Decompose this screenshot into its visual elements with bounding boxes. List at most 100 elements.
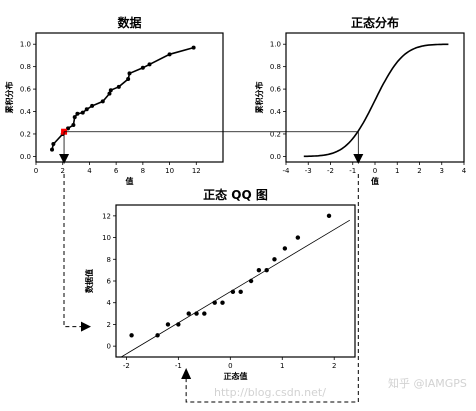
data-point: [126, 76, 131, 81]
data-point: [50, 147, 55, 152]
y-tick-label: 0.4: [20, 108, 32, 116]
x-tick-label: 4: [462, 167, 467, 175]
y-tick-label: 1.0: [270, 41, 281, 49]
cdf-curve: [303, 43, 449, 158]
x-tick-label: -3: [305, 167, 312, 175]
y-tick-label: 0.2: [20, 130, 31, 138]
data-point: [116, 84, 121, 89]
x-tick-label: -1: [175, 362, 182, 370]
connector-dashed-data: [63, 174, 81, 328]
x-tick-label: -4: [283, 167, 291, 175]
x-tick-label: -1: [349, 167, 356, 175]
x-tick-label: 10: [165, 167, 174, 175]
arrow-down-data: [59, 154, 70, 164]
data-point: [75, 111, 80, 116]
y-tick-label: 10: [102, 234, 111, 242]
y-tick-label: 0.0: [270, 153, 281, 161]
qq-point: [248, 278, 254, 284]
data-point: [147, 62, 152, 67]
arrow-down-normal: [353, 154, 364, 164]
qq-point: [194, 311, 199, 316]
x-tick-label: 2: [60, 167, 64, 175]
x-tick-label: 6: [114, 167, 119, 175]
y-tick-label: 0: [107, 343, 111, 351]
qq-point: [282, 246, 288, 251]
data-point: [84, 107, 89, 112]
y-tick-label: 2: [107, 321, 111, 329]
data-point: [107, 91, 112, 96]
qq-point: [272, 257, 277, 262]
data-point: [167, 52, 172, 57]
data-point: [80, 110, 85, 115]
data-point: [108, 88, 113, 93]
watermark: 知乎 @IAMGPS: [388, 376, 467, 390]
connector-arrows: [59, 131, 364, 403]
plot-frame: [285, 32, 465, 163]
qq-point: [264, 267, 269, 273]
y-axis-label: 数据值: [84, 269, 94, 293]
data-point: [90, 103, 95, 108]
plot-frame: [35, 32, 224, 163]
x-tick-label: 0: [373, 167, 377, 175]
x-axis-label: 正态值: [224, 371, 248, 381]
x-tick-label: 4: [87, 167, 92, 175]
data-point: [127, 71, 132, 76]
qq-point: [165, 322, 171, 327]
y-tick-label: 0.8: [270, 63, 281, 71]
qq-point: [186, 311, 191, 316]
watermarks: http://blog.csdn.net/知乎 @IAMGPS: [214, 376, 467, 399]
qq-point: [202, 311, 207, 316]
qq-point: [326, 213, 332, 219]
x-tick-label: 1: [280, 362, 284, 370]
arrow-up-qq: [181, 368, 192, 379]
chart-title: 正态 QQ 图: [203, 187, 268, 202]
y-tick-label: 0.2: [270, 130, 281, 138]
y-tick-label: 0.4: [270, 108, 282, 116]
y-tick-label: 0.0: [20, 153, 31, 161]
qq-point: [212, 300, 217, 305]
qq-point: [256, 267, 262, 273]
y-tick-label: 0.8: [20, 63, 31, 71]
data-point: [100, 99, 105, 104]
x-axis-label: 值: [126, 176, 134, 186]
chart-title: 数据: [117, 15, 141, 30]
qq-point: [295, 235, 301, 240]
y-tick-label: 8: [107, 256, 111, 264]
y-tick-label: 0.6: [270, 86, 282, 94]
x-tick-label: 8: [141, 167, 145, 175]
series-line: [51, 46, 194, 150]
qq-point: [155, 333, 160, 338]
chart-title: 正态分布: [351, 15, 399, 30]
x-tick-label: -2: [327, 167, 334, 175]
y-tick-label: 4: [107, 299, 112, 307]
x-tick-label: 12: [192, 167, 201, 175]
y-tick-label: 1.0: [20, 41, 31, 49]
y-tick-label: 6: [107, 278, 112, 286]
x-tick-label: -2: [123, 362, 130, 370]
data-point: [140, 65, 145, 70]
data-cdf-chart: 0 2 4 6 8 10 12 0.0 0.2 0.4 0.6 0.8 1.0 数据值 累积分布: [4, 15, 224, 186]
x-tick-label: 3: [440, 167, 444, 175]
data-point: [191, 45, 196, 50]
qq-point: [230, 289, 236, 295]
plot-frame: [115, 204, 356, 358]
x-tick-label: 0: [228, 362, 232, 370]
x-axis-label: 值: [371, 176, 379, 186]
arrow-right-qq: [81, 321, 91, 332]
data-point: [71, 122, 76, 127]
watermark-faint: http://blog.csdn.net/: [214, 386, 326, 399]
x-tick-label: 2: [332, 362, 336, 370]
qq-point: [129, 333, 134, 338]
connector-dashed-normal: [185, 174, 359, 403]
qq-point: [176, 322, 181, 327]
qq-point: [238, 289, 243, 295]
y-tick-label: 12: [102, 212, 111, 220]
data-point: [51, 142, 56, 147]
x-tick-label: 1: [395, 167, 399, 175]
y-axis-label: 累积分布: [4, 82, 14, 114]
x-tick-label: 2: [417, 167, 421, 175]
data-point: [72, 115, 77, 120]
qq-point: [220, 300, 225, 305]
